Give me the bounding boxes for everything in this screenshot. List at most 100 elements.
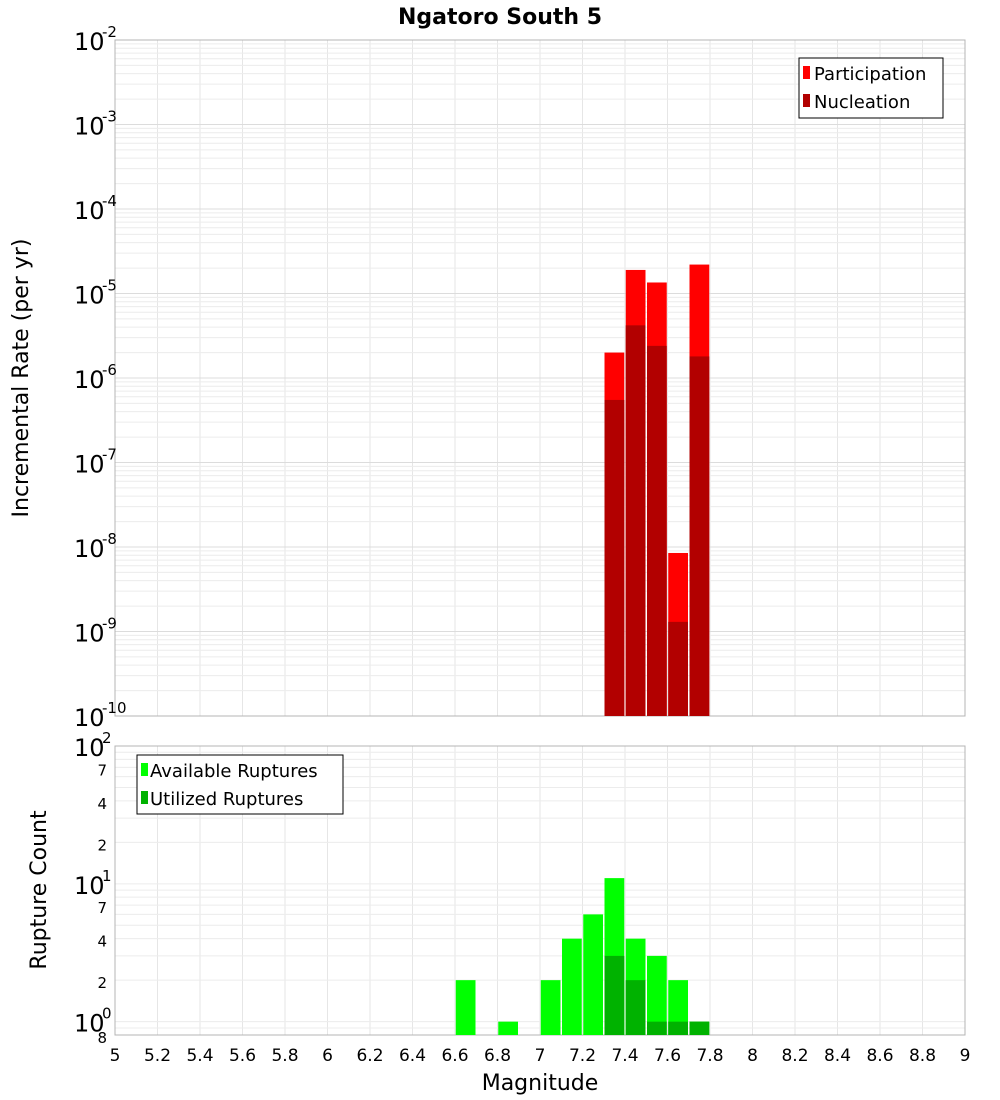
top-nucleation-bar bbox=[625, 325, 646, 716]
top-y-tick-label-base: 10 bbox=[74, 366, 105, 394]
x-tick-label: 6.6 bbox=[441, 1046, 468, 1066]
utilized-ruptures-legend-label: Utilized Ruptures bbox=[150, 789, 303, 810]
bottom-legend-box bbox=[136, 754, 344, 815]
top-y-tick-label-base: 10 bbox=[74, 704, 105, 732]
available-ruptures-legend-swatch bbox=[141, 763, 148, 776]
bottom-utilized-ruptures-bar bbox=[668, 1021, 688, 1035]
bottom-y-minor-tick-label: 8 bbox=[97, 1029, 107, 1047]
x-tick-label: 7.8 bbox=[696, 1046, 723, 1066]
bottom-plot-bars bbox=[455, 878, 710, 1035]
x-tick-label: 7 bbox=[535, 1046, 546, 1066]
top-y-tick-label-exponent: -3 bbox=[102, 108, 117, 126]
top-y-tick-label-exponent: -2 bbox=[102, 23, 117, 41]
x-tick-label: 8.6 bbox=[866, 1046, 893, 1066]
bottom-utilized-ruptures-bar bbox=[625, 980, 646, 1035]
bottom-y-tick-label-exponent: 0 bbox=[102, 1005, 112, 1023]
bottom-y-tick-label-exponent: 2 bbox=[102, 729, 112, 747]
top-y-tick-label-exponent: -10 bbox=[102, 699, 127, 717]
top-y-tick-label: 10-8 bbox=[74, 530, 117, 563]
top-nucleation-bar bbox=[668, 621, 688, 716]
top-legend: Participation Nucleation bbox=[798, 57, 944, 119]
participation-legend-label: Participation bbox=[814, 64, 926, 85]
bottom-y-minor-tick-label: 7 bbox=[97, 899, 107, 917]
bottom-y-axis-label: Rupture Count bbox=[27, 810, 52, 970]
bottom-available-ruptures-bar bbox=[647, 955, 667, 1035]
top-y-tick-label-base: 10 bbox=[74, 451, 105, 479]
top-plot-area bbox=[114, 39, 966, 717]
x-tick-label: 7.6 bbox=[654, 1046, 681, 1066]
x-tick-label: 5.8 bbox=[271, 1046, 298, 1066]
x-tick-label: 8.4 bbox=[824, 1046, 851, 1066]
top-plot-bars bbox=[604, 264, 710, 716]
top-y-tick-label: 10-2 bbox=[74, 23, 117, 56]
x-tick-label: 6 bbox=[322, 1046, 333, 1066]
nucleation-legend-swatch bbox=[803, 94, 810, 107]
bottom-y-minor-tick-label: 7 bbox=[97, 761, 107, 779]
bottom-available-ruptures-bar bbox=[455, 980, 476, 1035]
utilized-ruptures-legend-swatch bbox=[141, 791, 148, 804]
x-tick-label: 7.4 bbox=[611, 1046, 638, 1066]
top-plot-grid bbox=[114, 40, 966, 717]
bottom-y-minor-tick-label: 2 bbox=[97, 974, 107, 992]
bottom-y-tick-label-base: 10 bbox=[74, 1010, 105, 1038]
top-y-tick-label-exponent: -6 bbox=[102, 361, 117, 379]
bottom-y-tick-label: 102 bbox=[74, 729, 112, 762]
top-y-tick-label-exponent: -8 bbox=[102, 530, 117, 548]
top-nucleation-bar bbox=[689, 356, 710, 716]
bottom-utilized-ruptures-bar bbox=[647, 1021, 667, 1035]
bottom-available-ruptures-bar bbox=[668, 980, 688, 1035]
top-y-tick-label: 10-3 bbox=[74, 108, 117, 141]
available-ruptures-legend-label: Available Ruptures bbox=[150, 761, 318, 782]
bottom-y-tick-label-base: 10 bbox=[74, 872, 105, 900]
top-y-tick-label-base: 10 bbox=[74, 113, 105, 141]
bottom-y-tick-label-base: 10 bbox=[74, 734, 105, 762]
bottom-available-ruptures-bar bbox=[583, 914, 603, 1035]
top-y-tick-label-base: 10 bbox=[74, 282, 105, 310]
chart-title: Ngatoro South 5 bbox=[398, 5, 602, 30]
bottom-y-tick-label-exponent: 1 bbox=[102, 867, 112, 885]
x-axis-label: Magnitude bbox=[482, 1071, 599, 1096]
x-tick-label: 5.6 bbox=[229, 1046, 256, 1066]
x-tick-label: 8.2 bbox=[781, 1046, 808, 1066]
top-y-tick-label: 10-10 bbox=[74, 699, 127, 732]
top-y-tick-label: 10-7 bbox=[74, 446, 117, 479]
top-y-tick-label: 10-9 bbox=[74, 615, 117, 648]
top-y-tick-label-exponent: -9 bbox=[102, 615, 117, 633]
x-tick-label: 5 bbox=[110, 1046, 121, 1066]
x-tick-label: 9 bbox=[960, 1046, 971, 1066]
x-tick-label: 8 bbox=[747, 1046, 758, 1066]
top-y-tick-label-base: 10 bbox=[74, 197, 105, 225]
bottom-legend: Available Ruptures Utilized Ruptures bbox=[136, 754, 344, 815]
x-axis-ticks: 5 5.2 5.4 5.6 5.8 6 6.2 6.4 6.6 6.8 7 7.2 7.4 7.6 7.8 8… bbox=[110, 1046, 971, 1066]
top-nucleation-bar bbox=[647, 345, 667, 716]
bottom-available-ruptures-bar bbox=[562, 938, 582, 1035]
bottom-y-minor-tick-label: 4 bbox=[97, 933, 107, 951]
top-y-tick-label-exponent: -5 bbox=[102, 277, 117, 295]
x-tick-label: 5.4 bbox=[186, 1046, 213, 1066]
bottom-utilized-ruptures-bar bbox=[689, 1021, 710, 1035]
x-tick-label: 6.8 bbox=[484, 1046, 511, 1066]
x-tick-label: 7.2 bbox=[569, 1046, 596, 1066]
x-tick-label: 5.2 bbox=[144, 1046, 171, 1066]
bottom-available-ruptures-bar bbox=[540, 980, 561, 1035]
top-y-tick-label-base: 10 bbox=[74, 28, 105, 56]
bottom-y-tick-label: 100 bbox=[74, 1005, 112, 1038]
x-tick-label: 6.2 bbox=[356, 1046, 383, 1066]
top-y-tick-label: 10-5 bbox=[74, 277, 117, 310]
top-y-tick-label-exponent: -7 bbox=[102, 446, 117, 464]
top-nucleation-bar bbox=[604, 399, 625, 716]
top-y-tick-label: 10-4 bbox=[74, 192, 117, 225]
top-legend-box bbox=[798, 57, 944, 119]
top-y-tick-label: 10-6 bbox=[74, 361, 117, 394]
x-tick-label: 6.4 bbox=[399, 1046, 426, 1066]
top-y-axis-label: Incremental Rate (per yr) bbox=[9, 239, 34, 518]
nucleation-legend-label: Nucleation bbox=[814, 92, 910, 113]
top-y-tick-label-exponent: -4 bbox=[102, 192, 117, 210]
top-y-tick-label-base: 10 bbox=[74, 620, 105, 648]
bottom-y-minor-tick-label: 4 bbox=[97, 795, 107, 813]
bottom-y-tick-label: 101 bbox=[74, 867, 112, 900]
bottom-plot-area bbox=[114, 745, 966, 1036]
